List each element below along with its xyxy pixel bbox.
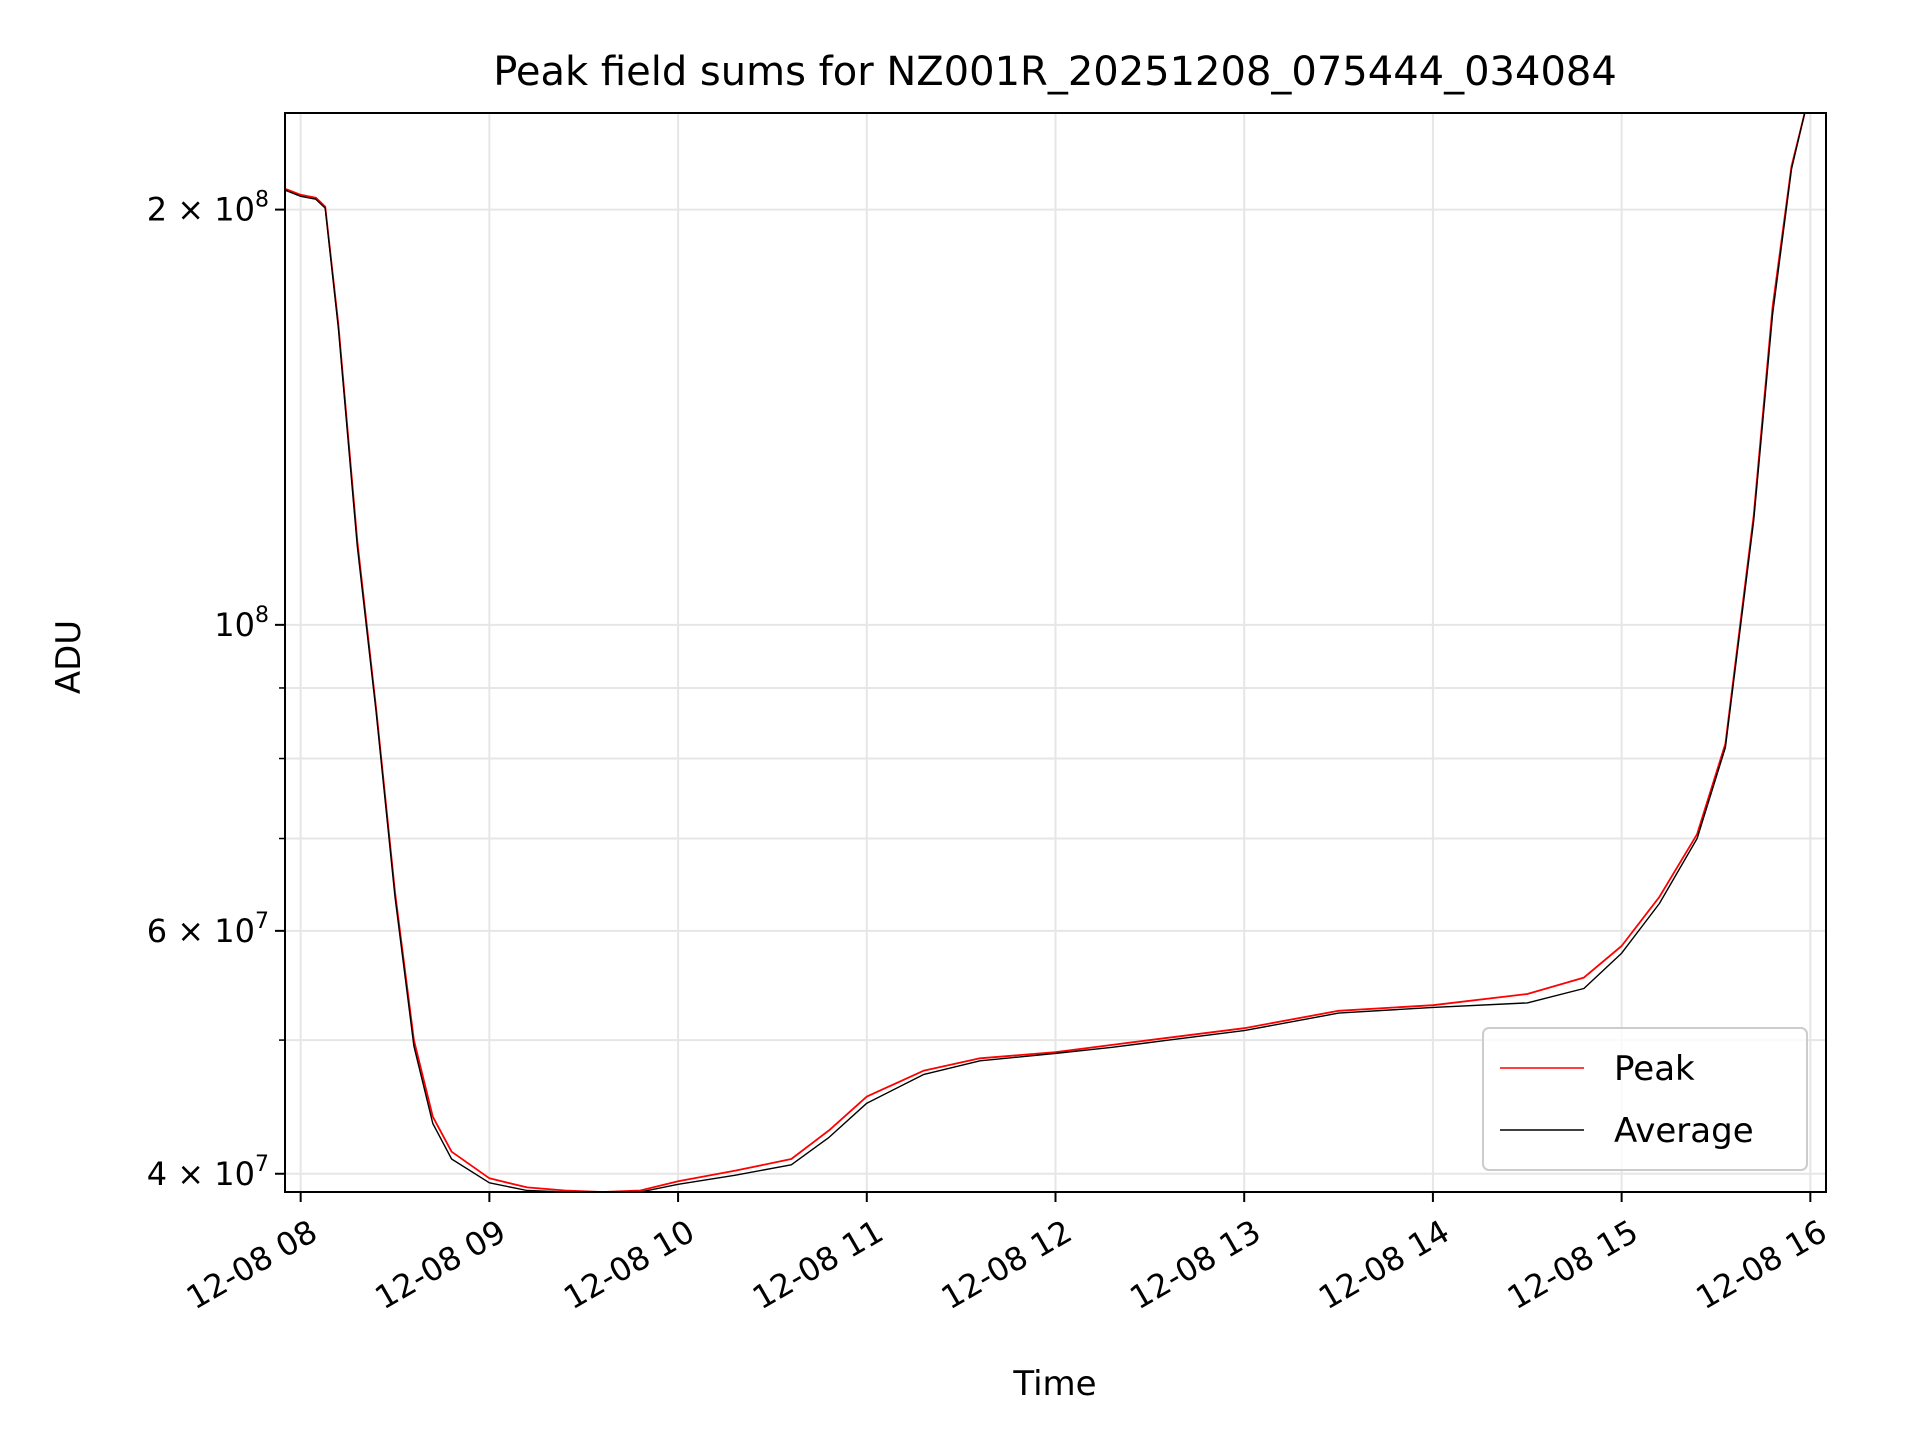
y-tick-label: 2 × 108 <box>147 188 269 229</box>
grid <box>285 113 1826 1192</box>
y-tick-label-base: 10 <box>214 606 255 644</box>
series-line-average <box>285 113 1806 1192</box>
chart-title: Peak field sums for NZ001R_20251208_0754… <box>493 49 1617 95</box>
y-tick-label-exponent: 8 <box>255 603 269 628</box>
y-tick-label: 6 × 107 <box>147 909 269 950</box>
y-tick-label-base: 6 × 10 <box>147 912 255 950</box>
y-tick-label: 108 <box>214 603 269 644</box>
y-tick-label-base: 2 × 10 <box>147 191 255 229</box>
y-tick-label-exponent: 8 <box>255 188 269 213</box>
legend-label-peak: Peak <box>1614 1049 1695 1089</box>
y-tick-label: 4 × 107 <box>147 1152 269 1193</box>
legend-label-average: Average <box>1614 1111 1754 1151</box>
legend-box <box>1482 1027 1808 1171</box>
legend: Peak Average <box>1482 1027 1808 1171</box>
y-axis-label: ADU <box>49 620 89 694</box>
y-tick-label-exponent: 7 <box>255 1152 269 1177</box>
x-axis-label: Time <box>1012 1364 1096 1404</box>
series-layer <box>285 113 1806 1192</box>
y-tick-label-base: 4 × 10 <box>147 1155 255 1193</box>
y-tick-label-exponent: 7 <box>255 909 269 934</box>
